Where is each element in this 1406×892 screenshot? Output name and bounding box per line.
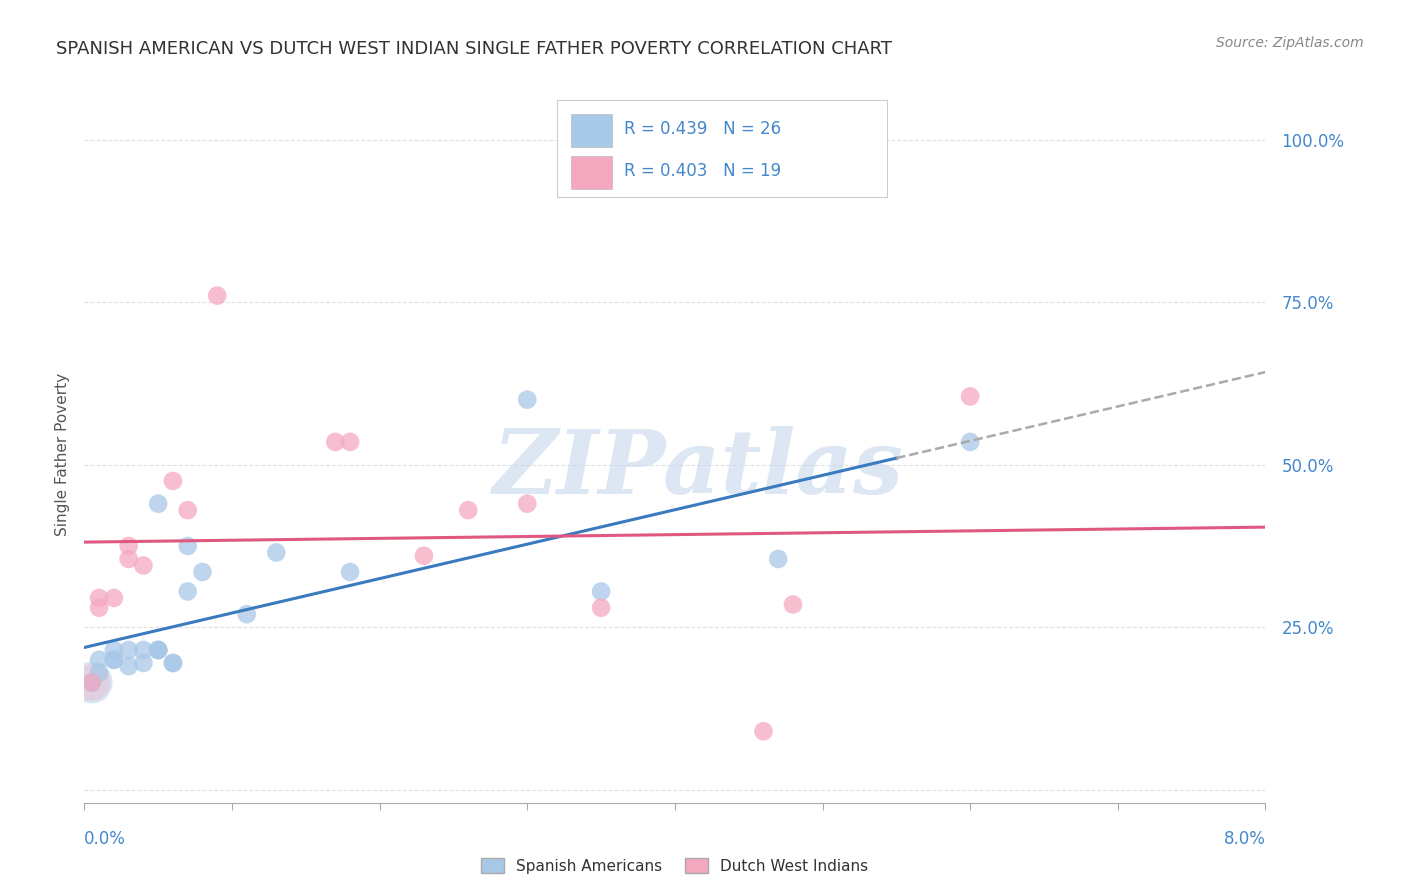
Text: R = 0.403   N = 19: R = 0.403 N = 19 — [624, 162, 782, 180]
Point — [516, 392, 538, 407]
Point — [103, 643, 125, 657]
Point — [103, 653, 125, 667]
Point — [148, 643, 170, 657]
Point — [177, 503, 200, 517]
Point — [118, 659, 141, 673]
Point — [87, 600, 111, 615]
Legend: Spanish Americans, Dutch West Indians: Spanish Americans, Dutch West Indians — [475, 852, 875, 880]
Point — [339, 434, 361, 449]
Point — [162, 656, 184, 670]
Point — [80, 675, 103, 690]
Point — [177, 584, 200, 599]
Point — [959, 434, 981, 449]
Point — [80, 675, 103, 690]
FancyBboxPatch shape — [557, 100, 887, 197]
Point — [207, 288, 229, 302]
Point — [118, 552, 141, 566]
Point — [80, 675, 103, 690]
Point — [591, 600, 613, 615]
Point — [132, 643, 155, 657]
Point — [235, 607, 259, 622]
Text: ZIPatlas: ZIPatlas — [494, 425, 904, 512]
Point — [339, 565, 361, 579]
Point — [959, 389, 981, 403]
Point — [103, 653, 125, 667]
Point — [148, 643, 170, 657]
Point — [118, 539, 141, 553]
FancyBboxPatch shape — [571, 156, 612, 189]
Point — [162, 656, 184, 670]
Point — [132, 558, 155, 573]
Point — [87, 665, 111, 680]
Text: 0.0%: 0.0% — [84, 830, 127, 847]
Point — [132, 656, 155, 670]
Point — [118, 643, 141, 657]
Point — [457, 503, 479, 517]
Point — [162, 474, 184, 488]
Point — [80, 675, 103, 690]
Point — [148, 497, 170, 511]
Point — [752, 724, 775, 739]
Point — [87, 591, 111, 605]
Point — [413, 549, 436, 563]
Point — [768, 552, 790, 566]
Point — [87, 653, 111, 667]
Y-axis label: Single Father Poverty: Single Father Poverty — [55, 374, 70, 536]
FancyBboxPatch shape — [571, 114, 612, 147]
Point — [264, 545, 288, 559]
Point — [591, 584, 613, 599]
Text: Source: ZipAtlas.com: Source: ZipAtlas.com — [1216, 36, 1364, 50]
Point — [516, 497, 538, 511]
Point — [177, 539, 200, 553]
Text: R = 0.439   N = 26: R = 0.439 N = 26 — [624, 120, 782, 138]
Text: SPANISH AMERICAN VS DUTCH WEST INDIAN SINGLE FATHER POVERTY CORRELATION CHART: SPANISH AMERICAN VS DUTCH WEST INDIAN SI… — [56, 40, 893, 58]
Text: 8.0%: 8.0% — [1223, 830, 1265, 847]
Point — [191, 565, 214, 579]
Point — [325, 434, 347, 449]
Point — [103, 591, 125, 605]
Point — [148, 643, 170, 657]
Point — [782, 598, 804, 612]
